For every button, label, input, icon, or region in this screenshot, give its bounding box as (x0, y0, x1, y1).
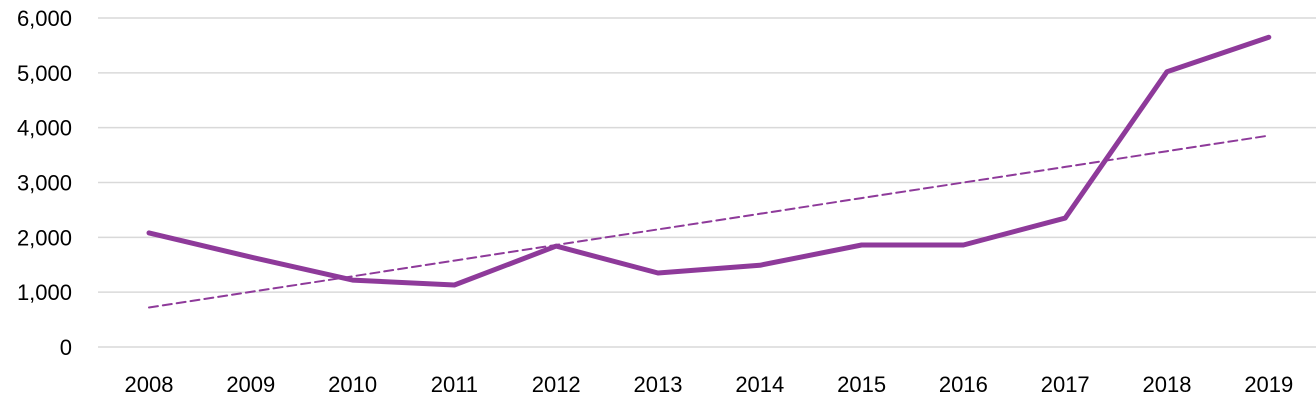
x-tick-label: 2008 (125, 372, 174, 397)
data-series-line (146, 34, 1272, 288)
x-tick-label: 2009 (226, 372, 275, 397)
series-lines (146, 34, 1272, 309)
x-tick-label: 2011 (431, 372, 478, 397)
x-tick-label: 2012 (532, 372, 581, 397)
y-tick-label: 2,000 (17, 225, 72, 250)
y-tick-label: 6,000 (17, 6, 72, 31)
y-tick-label: 4,000 (17, 116, 72, 141)
y-tick-label: 0 (60, 335, 72, 360)
x-tick-label: 2019 (1244, 372, 1293, 397)
x-tick-label: 2010 (328, 372, 377, 397)
x-tick-label: 2015 (837, 372, 886, 397)
gridlines (98, 17, 1316, 348)
x-tick-label: 2017 (1041, 372, 1090, 397)
x-tick-label: 2014 (735, 372, 784, 397)
y-tick-label: 1,000 (17, 280, 72, 305)
y-tick-label: 3,000 (17, 171, 72, 196)
x-tick-label: 2018 (1143, 372, 1192, 397)
trendline-series (148, 134, 1270, 309)
y-tick-label: 5,000 (17, 61, 72, 86)
x-axis-tick-labels: 2008 2009 2010 2011 2012 2013 2014 2015 2016 2017… (125, 372, 1294, 397)
y-axis-tick-labels: 0 1,000 2,000 3,000 4,000 5,000 6,000 (17, 6, 72, 360)
x-tick-label: 2016 (939, 372, 988, 397)
x-tick-label: 2013 (634, 372, 683, 397)
